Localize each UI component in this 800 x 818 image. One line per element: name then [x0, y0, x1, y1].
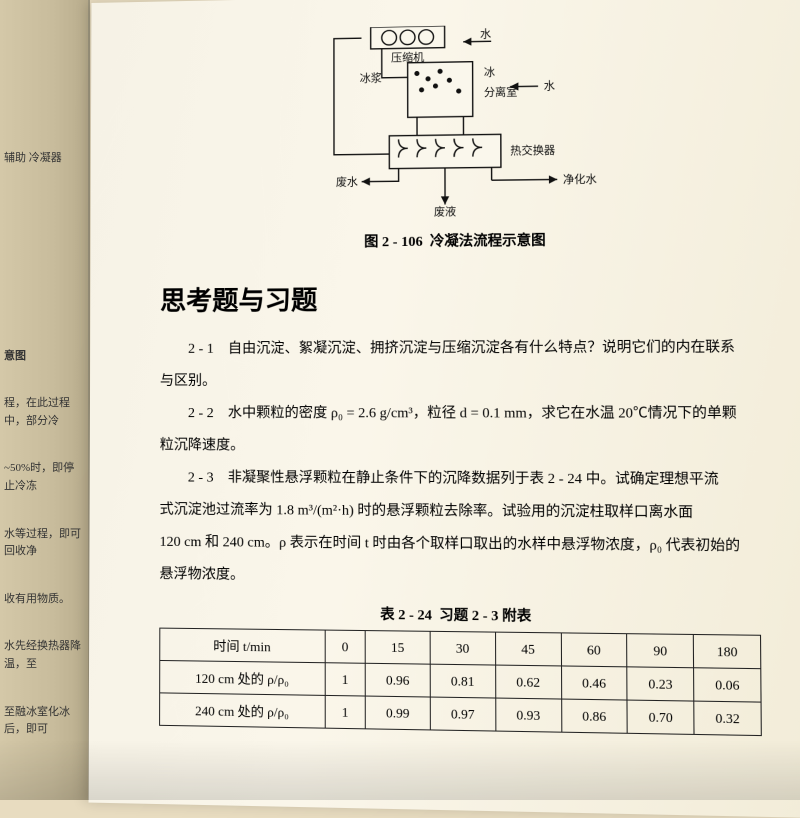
th-t0: 0: [325, 630, 366, 663]
th-t4: 60: [561, 633, 627, 667]
lbl-wasteliquid: 废液: [434, 205, 457, 218]
r1c6: 0.06: [694, 668, 761, 702]
data-table: 时间 t/min 0 15 30 45 60 90 180 120 cm 处的 …: [159, 628, 762, 737]
r2c4: 0.86: [561, 699, 627, 733]
th-t3: 45: [495, 632, 561, 666]
problem-2-1b: 与区别。: [160, 367, 759, 396]
r2c6: 0.32: [694, 701, 761, 736]
pnum-2: 2 - 2: [188, 406, 214, 421]
left-frag-5: 水先经换热器降温，至: [4, 638, 84, 673]
figcap-prefix: 图 2 - 106: [364, 235, 423, 251]
left-frag-6: 至融冰室化冰后，即可: [4, 704, 84, 739]
r1c3: 0.62: [495, 665, 561, 699]
process-diagram: 压缩机 水 冰浆 冰 分离室 水: [261, 22, 652, 224]
left-sidecap: 意图: [4, 348, 84, 366]
problem-2-3d: 悬浮物浓度。: [159, 561, 760, 595]
diagram-svg: 压缩机 水 冰浆 冰 分离室 水: [261, 22, 652, 219]
ptext-3: 非凝聚性悬浮颗粒在静止条件下的沉降数据列于表 2 - 24 中。试确定理想平流: [228, 471, 719, 488]
r1c5: 0.23: [627, 667, 694, 701]
r1c2: 0.81: [430, 664, 495, 698]
lbl-sep: 分离室: [484, 85, 518, 99]
problem-2-2b: 粒沉降速度。: [160, 432, 760, 462]
lbl-water-top: 水: [480, 28, 491, 40]
left-frag-4: 收有用物质。: [4, 591, 84, 609]
pnum-3: 2 - 3: [188, 470, 214, 485]
figure-caption: 图 2 - 106 冷凝法流程示意图: [160, 228, 758, 253]
r2c3: 0.93: [495, 698, 561, 732]
row2-label: 240 cm 处的 ρ/ρ₀: [160, 693, 325, 728]
left-frag-1: 程，在此过程中，部分冷: [4, 395, 84, 430]
problem-2-2: 2 - 2 水中颗粒的密度 ρ₀ = 2.6 g/cm³，粒径 d = 0.1 m…: [160, 400, 760, 429]
figcap-title: 冷凝法流程示意图: [430, 234, 546, 250]
th-t2: 30: [430, 631, 495, 665]
problem-2-1: 2 - 1 自由沉淀、絮凝沉淀、拥挤沉淀与压缩沉淀各有什么特点？说明它们的内在联系: [160, 334, 759, 364]
r1c4: 0.46: [561, 666, 627, 700]
pnum-1: 2 - 1: [188, 342, 214, 357]
row1-label: 120 cm 处的 ρ/ρ₀: [160, 660, 325, 695]
lbl-ice-slurry: 冰浆: [360, 71, 382, 84]
th-time: 时间 t/min: [160, 628, 325, 663]
r1c1: 0.96: [365, 663, 430, 697]
th-t6: 180: [693, 634, 760, 668]
left-frag-2: ~50%时，即停止冷冻: [4, 460, 84, 495]
ptext-2: 水中颗粒的密度 ρ₀ = 2.6 g/cm³，粒径 d = 0.1 mm，求它在…: [228, 406, 737, 422]
lbl-purified: 净化水: [563, 172, 597, 186]
tablecap-prefix: 表 2 - 24: [380, 608, 432, 624]
lbl-heatex: 热交换器: [510, 144, 555, 158]
lbl-ice: 冰: [484, 66, 495, 79]
r2c1: 0.99: [365, 696, 430, 730]
r2c0: 1: [325, 695, 366, 728]
problem-2-3b: 式沉淀池过流率为 1.8 m³/(m²·h) 时的悬浮颗粒去除率。试验用的沉淀柱…: [160, 496, 761, 528]
lbl-water-right: 水: [544, 80, 556, 92]
left-frag-3: 水等过程，即可回收净: [4, 526, 84, 561]
section-title: 思考题与习题: [160, 277, 758, 318]
r2c5: 0.70: [627, 700, 694, 734]
lbl-wastewater: 废水: [336, 175, 358, 188]
tablecap-title: 习题 2 - 3 附表: [439, 608, 531, 624]
right-page: 压缩机 水 冰浆 冰 分离室 水: [89, 0, 800, 818]
r1c0: 1: [325, 663, 366, 696]
th-t1: 15: [365, 631, 430, 665]
ptext-1: 自由沉淀、絮凝沉淀、拥挤沉淀与压缩沉淀各有什么特点？说明它们的内在联系: [228, 340, 735, 357]
left-frag-aux: 辅助 冷凝器: [4, 150, 84, 168]
problem-2-3c: 120 cm 和 240 cm。ρ 表示在时间 t 时由各个取样口取出的水样中悬…: [159, 529, 760, 562]
problem-2-3: 2 - 3 非凝聚性悬浮颗粒在静止条件下的沉降数据列于表 2 - 24 中。试确定…: [160, 464, 760, 495]
r2c2: 0.97: [430, 697, 495, 731]
left-page-sliver: 辅助 冷凝器 意图 程，在此过程中，部分冷 ~50%时，即停止冷冻 水等过程，即…: [0, 0, 90, 800]
th-t5: 90: [627, 634, 694, 668]
table-caption: 表 2 - 24 习题 2 - 3 附表: [159, 601, 761, 628]
